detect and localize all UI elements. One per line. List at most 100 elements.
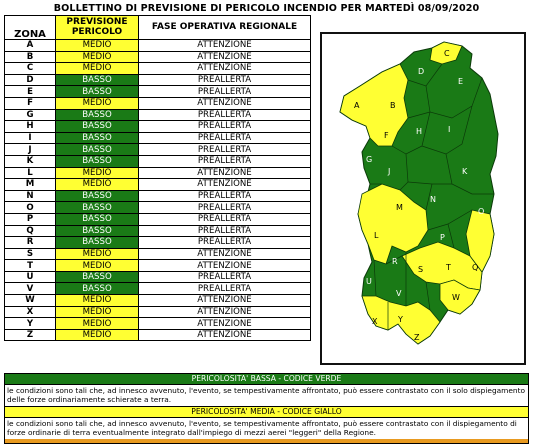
map-label-n: N <box>430 195 436 204</box>
zone-cell: F <box>4 96 56 110</box>
zone-cell: Z <box>4 328 56 342</box>
table-row: I BASSO PREALLERTA <box>4 131 311 145</box>
table-header-row: ZONA PREVISIONE PERICOLO FASE OPERATIVA … <box>4 15 311 40</box>
level-cell: MEDIO <box>55 247 139 261</box>
legend-bassa-title: PERICOLOSITA' BASSA - CODICE VERDE <box>4 373 529 385</box>
zone-cell: A <box>4 39 56 52</box>
zone-cell: P <box>4 212 56 226</box>
level-cell: BASSO <box>55 212 139 226</box>
map-label-z: Z <box>414 333 420 342</box>
zone-cell: K <box>4 154 56 168</box>
phase-cell: ATTENZIONE <box>138 247 311 261</box>
phase-cell: ATTENZIONE <box>138 178 311 191</box>
table-row: A MEDIO ATTENZIONE <box>4 39 311 52</box>
phase-cell: PREALLERTA <box>138 73 311 87</box>
table-row: X MEDIO ATTENZIONE <box>4 305 311 319</box>
zone-cell: N <box>4 189 56 203</box>
level-cell: BASSO <box>55 236 139 249</box>
map-label-m: M <box>396 203 403 212</box>
table-row: K BASSO PREALLERTA <box>4 154 311 168</box>
map-label-f: F <box>384 131 389 140</box>
legend-media-text: le condizioni sono tali che, ad innesco … <box>4 417 529 439</box>
table-row: U BASSO PREALLERTA <box>4 270 311 284</box>
phase-cell: ATTENZIONE <box>138 328 311 342</box>
table-row: Q BASSO PREALLERTA <box>4 224 311 238</box>
map-label-w: W <box>452 293 460 302</box>
level-cell: BASSO <box>55 282 139 296</box>
zone-cell: I <box>4 131 56 145</box>
header-zona: ZONA <box>4 15 56 40</box>
zone-borders <box>370 63 494 330</box>
table-row: S MEDIO ATTENZIONE <box>4 247 311 261</box>
level-cell: BASSO <box>55 189 139 203</box>
zone-w-yellow <box>439 279 481 315</box>
zone-cell: G <box>4 108 56 122</box>
table-row: V BASSO PREALLERTA <box>4 282 311 296</box>
phase-cell: PREALLERTA <box>138 108 311 122</box>
level-cell: BASSO <box>55 154 139 168</box>
phase-cell: PREALLERTA <box>138 270 311 284</box>
level-cell: MEDIO <box>55 39 139 52</box>
phase-cell: ATTENZIONE <box>138 259 311 272</box>
zone-cell: B <box>4 50 56 64</box>
table-row: Z MEDIO ATTENZIONE <box>4 328 311 342</box>
level-cell: BASSO <box>55 224 139 238</box>
level-cell: BASSO <box>55 201 139 214</box>
table-row: R BASSO PREALLERTA <box>4 236 311 249</box>
table-row: J BASSO PREALLERTA <box>4 143 311 156</box>
level-cell: BASSO <box>55 143 139 156</box>
level-cell: BASSO <box>55 120 139 133</box>
level-cell: MEDIO <box>55 259 139 272</box>
table-row: D BASSO PREALLERTA <box>4 73 311 87</box>
zone-cell: R <box>4 236 56 249</box>
zone-cell: O <box>4 201 56 214</box>
map-label-l: L <box>374 231 379 240</box>
zone-cell: D <box>4 73 56 87</box>
table-row: N BASSO PREALLERTA <box>4 189 311 203</box>
zone-cell: S <box>4 247 56 261</box>
zone-cell: Y <box>4 317 56 330</box>
phase-cell: PREALLERTA <box>138 154 311 168</box>
phase-cell: PREALLERTA <box>138 131 311 145</box>
zones-table: ZONA PREVISIONE PERICOLO FASE OPERATIVA … <box>4 15 311 342</box>
map-label-r: R <box>392 257 398 266</box>
map-label-t: T <box>445 263 451 272</box>
table-row: M MEDIO ATTENZIONE <box>4 178 311 191</box>
table-row: E BASSO PREALLERTA <box>4 85 311 98</box>
map-label-e: E <box>458 77 463 86</box>
table-row: C MEDIO ATTENZIONE <box>4 62 311 75</box>
phase-cell: PREALLERTA <box>138 282 311 296</box>
legend-media-title: PERICOLOSITA' MEDIA - CODICE GIALLO <box>4 405 529 418</box>
map-label-p: P <box>440 233 445 242</box>
phase-cell: ATTENZIONE <box>138 62 311 75</box>
phase-cell: PREALLERTA <box>138 224 311 238</box>
legend-bassa-text: le condizioni sono tali che, ad innesco … <box>4 385 529 406</box>
zone-sw-yellow <box>361 295 441 345</box>
bulletin-title: BOLLETTINO DI PREVISIONE DI PERICOLO INC… <box>53 3 480 14</box>
table-row: Y MEDIO ATTENZIONE <box>4 317 311 330</box>
level-cell: MEDIO <box>55 305 139 319</box>
level-cell: MEDIO <box>55 96 139 110</box>
map-label-j: J <box>387 167 390 176</box>
zone-cell: L <box>4 166 56 180</box>
phase-cell: PREALLERTA <box>138 85 311 98</box>
sardinia-map: A B C D E F G H I J K L M N O P Q R S T … <box>320 32 526 365</box>
table-row: W MEDIO ATTENZIONE <box>4 294 311 307</box>
table-row: H BASSO PREALLERTA <box>4 120 311 133</box>
map-label-u: U <box>366 277 372 286</box>
level-cell: BASSO <box>55 85 139 98</box>
zone-cell: E <box>4 85 56 98</box>
map-label-v: V <box>396 289 402 298</box>
table-row: B MEDIO ATTENZIONE <box>4 50 311 64</box>
header-previsione: PREVISIONE PERICOLO <box>55 15 139 40</box>
map-svg: A B C D E F G H I J K L M N O P Q R S T … <box>339 41 499 345</box>
phase-cell: ATTENZIONE <box>138 305 311 319</box>
zone-cell: C <box>4 62 56 75</box>
map-label-q: Q <box>472 263 478 272</box>
level-cell: MEDIO <box>55 62 139 75</box>
level-cell: BASSO <box>55 270 139 284</box>
phase-cell: PREALLERTA <box>138 201 311 214</box>
zone-c-yellow <box>429 41 463 65</box>
map-label-a: A <box>354 101 360 110</box>
level-cell: MEDIO <box>55 294 139 307</box>
